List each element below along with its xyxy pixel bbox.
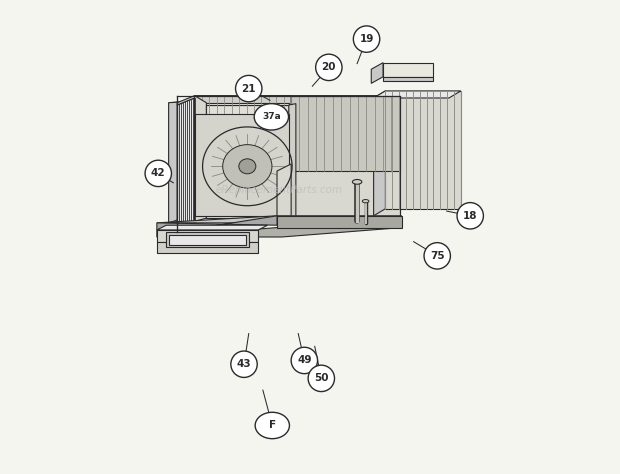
Polygon shape	[277, 96, 399, 216]
Circle shape	[353, 26, 379, 52]
Circle shape	[457, 202, 484, 229]
Text: 43: 43	[237, 359, 251, 369]
Ellipse shape	[255, 412, 290, 438]
Text: 50: 50	[314, 374, 329, 383]
Polygon shape	[195, 96, 291, 223]
Polygon shape	[386, 91, 461, 209]
Text: 49: 49	[297, 356, 312, 365]
Ellipse shape	[239, 159, 256, 174]
Circle shape	[424, 243, 450, 269]
Ellipse shape	[223, 145, 272, 188]
Ellipse shape	[352, 180, 362, 184]
Text: 21: 21	[242, 83, 256, 93]
Polygon shape	[206, 103, 289, 105]
Ellipse shape	[254, 104, 288, 130]
Polygon shape	[177, 96, 195, 105]
Polygon shape	[157, 216, 402, 223]
Text: 19: 19	[360, 34, 374, 44]
Polygon shape	[157, 225, 268, 230]
Polygon shape	[169, 96, 399, 103]
Polygon shape	[166, 232, 249, 247]
Polygon shape	[291, 96, 399, 171]
Polygon shape	[157, 216, 277, 237]
Polygon shape	[277, 216, 402, 228]
Polygon shape	[383, 63, 433, 77]
Circle shape	[308, 365, 335, 392]
Polygon shape	[157, 228, 402, 237]
Circle shape	[316, 54, 342, 81]
Text: 20: 20	[322, 63, 336, 73]
Text: eReplacementParts.com: eReplacementParts.com	[216, 185, 343, 195]
Text: 42: 42	[151, 168, 166, 178]
Circle shape	[236, 75, 262, 102]
Polygon shape	[383, 77, 433, 82]
Polygon shape	[195, 96, 206, 221]
Polygon shape	[289, 104, 296, 218]
Polygon shape	[371, 63, 383, 83]
Text: 37a: 37a	[262, 112, 281, 121]
Text: F: F	[268, 420, 276, 430]
Polygon shape	[177, 98, 195, 232]
Text: 75: 75	[430, 251, 445, 261]
Circle shape	[291, 347, 317, 374]
Polygon shape	[277, 164, 291, 216]
Ellipse shape	[362, 200, 369, 203]
Polygon shape	[169, 96, 277, 223]
Polygon shape	[195, 115, 289, 216]
Polygon shape	[374, 91, 386, 216]
Text: 18: 18	[463, 211, 477, 221]
Polygon shape	[206, 105, 289, 218]
Polygon shape	[169, 235, 246, 245]
Polygon shape	[157, 242, 258, 254]
Circle shape	[231, 351, 257, 377]
Circle shape	[145, 160, 172, 187]
Polygon shape	[374, 91, 461, 98]
Polygon shape	[157, 230, 258, 242]
